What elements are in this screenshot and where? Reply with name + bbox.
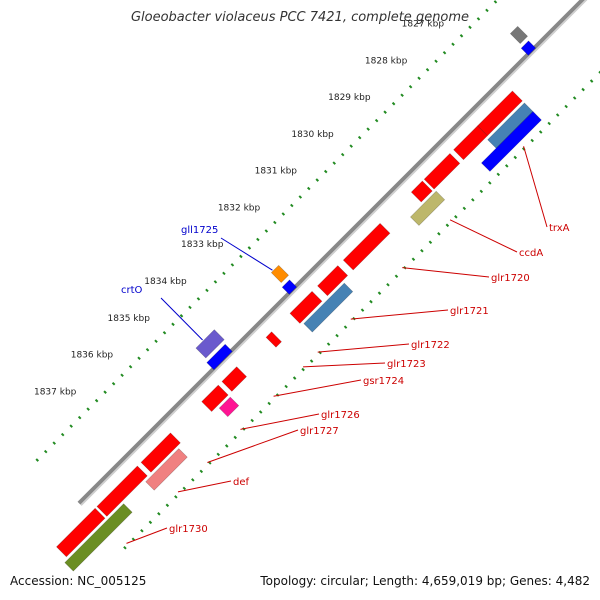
- gene-label-glr1727: glr1727: [300, 426, 339, 437]
- leader-line: [317, 343, 410, 353]
- backbone: [77, 0, 588, 506]
- tick-label: 1829 kbp: [328, 93, 371, 103]
- blue-feature-0: [281, 279, 298, 295]
- gene-features: [56, 25, 542, 572]
- cds-block-2: [423, 153, 461, 190]
- feature-track-1: [481, 111, 542, 172]
- cds-block-4: [342, 222, 391, 271]
- cds-block-9: [201, 384, 229, 412]
- cds-block-1: [453, 125, 488, 161]
- gene-label-glr1720: glr1720: [491, 273, 530, 284]
- blue-feature-1: [206, 343, 233, 371]
- gene-label-ccdA: ccdA: [519, 248, 543, 259]
- tick-label: 1837 kbp: [34, 387, 77, 397]
- leader-line: [273, 379, 362, 397]
- cds-block-8: [221, 366, 247, 392]
- tick-label: 1833 kbp: [181, 240, 224, 250]
- leader-line: [523, 146, 548, 228]
- gene-label-glr1722: glr1722: [411, 340, 450, 351]
- leader-line: [449, 219, 518, 253]
- genome-summary-text: Topology: circular; Length: 4,659,019 bp…: [260, 574, 590, 588]
- gene-label-glr1723: glr1723: [387, 359, 426, 370]
- tick-label: 1832 kbp: [218, 203, 261, 213]
- gene-label-gll1725: gll1725: [181, 225, 218, 236]
- leader-line: [160, 297, 203, 341]
- cds-block-3: [410, 180, 433, 203]
- cds-block-12: [56, 507, 106, 558]
- crtO-gene: [195, 329, 225, 359]
- tick-label: 1828 kbp: [365, 56, 408, 66]
- blue-feature-2: [520, 40, 537, 56]
- feature-track-2: [410, 190, 446, 226]
- feature-track-6: [64, 503, 133, 572]
- tick-label: 1830 kbp: [291, 130, 334, 140]
- gene-label-glr1721: glr1721: [450, 306, 489, 317]
- gene-label-gsr1724: gsr1724: [363, 376, 404, 387]
- leader-line: [302, 362, 386, 368]
- cds-block-5: [317, 265, 349, 297]
- leader-line: [402, 267, 490, 278]
- cds-block-11: [96, 465, 148, 517]
- gene-label-glr1730: glr1730: [169, 524, 208, 535]
- feature-track-3: [303, 282, 354, 333]
- gene-labels: gll1725 crtO trxA ccdA glr1720 glr1721 glr1722…: [121, 146, 570, 544]
- unnamed-gene: [509, 25, 528, 45]
- leader-line: [126, 527, 168, 544]
- gll1725-gene: [270, 264, 289, 284]
- leader-line: [220, 237, 273, 271]
- cds-block-10: [140, 432, 181, 473]
- tick-label: 1835 kbp: [108, 314, 151, 324]
- backbone-line: [77, 0, 586, 505]
- backbone-line: [80, 0, 588, 506]
- gene-label-trxA: trxA: [549, 223, 570, 234]
- tick-label: 1836 kbp: [71, 351, 114, 361]
- leader-line: [207, 429, 299, 463]
- tick-label: 1834 kbp: [144, 277, 187, 287]
- feature-track-5: [145, 448, 188, 491]
- tick-label: 1827 kbp: [402, 20, 445, 30]
- feature-track-4: [218, 396, 240, 418]
- feature-track-0: [487, 102, 534, 149]
- accession-text: Accession: NC_005125: [10, 574, 147, 588]
- map-title: Gloeobacter violaceus PCC 7421, complete…: [130, 10, 470, 25]
- leader-line: [350, 309, 449, 320]
- leader-line: [177, 480, 232, 493]
- gene-label-def: def: [233, 477, 250, 488]
- cds-block-6: [289, 290, 323, 324]
- cds-block-7: [265, 331, 282, 348]
- gene-label-glr1726: glr1726: [321, 410, 360, 421]
- gene-label-crtO: crtO: [121, 285, 143, 296]
- tick-label: 1831 kbp: [255, 167, 298, 177]
- leader-line: [240, 413, 320, 430]
